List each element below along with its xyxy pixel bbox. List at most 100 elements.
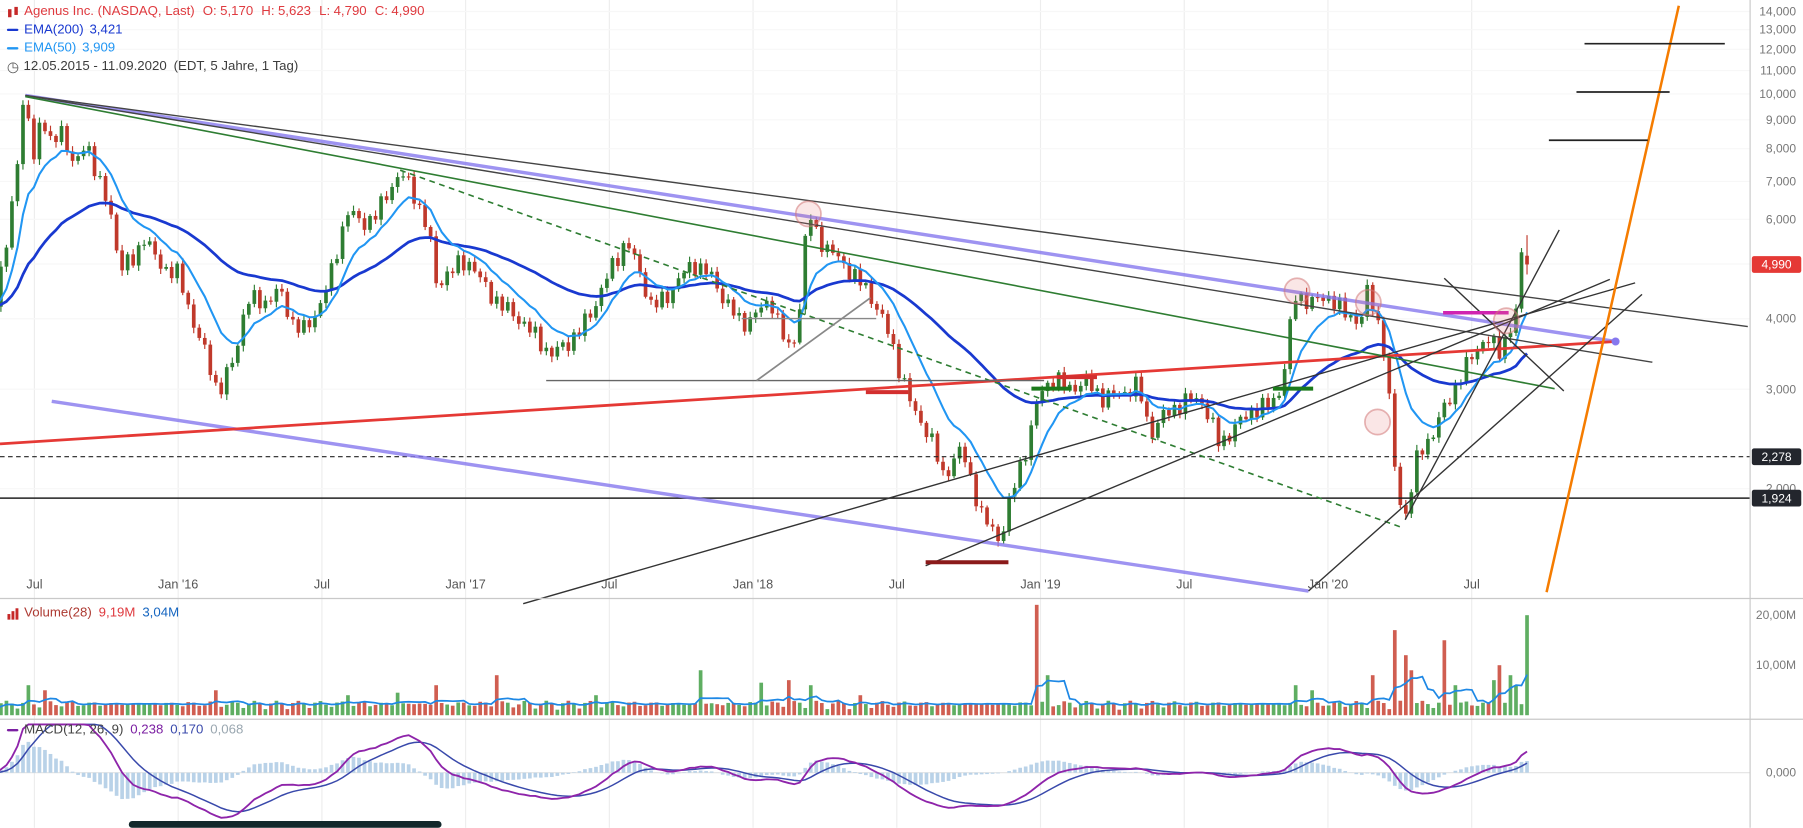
macd-histogram-bar[interactable] — [406, 764, 411, 773]
trendline-secondary-descending-violet[interactable] — [51, 399, 1309, 593]
macd-histogram-bar[interactable] — [103, 772, 108, 789]
macd-histogram-bar[interactable] — [434, 772, 438, 785]
candle-body[interactable] — [472, 261, 477, 272]
volume-bar[interactable] — [1420, 700, 1425, 716]
candle-body[interactable] — [616, 258, 620, 266]
volume-bar[interactable] — [230, 701, 235, 716]
volume-bar[interactable] — [1167, 702, 1171, 716]
volume-bar[interactable] — [197, 705, 202, 716]
candle-body[interactable] — [1089, 374, 1094, 391]
macd-histogram-bar[interactable] — [1310, 762, 1314, 773]
macd-histogram-bar[interactable] — [1321, 764, 1325, 773]
volume-bar[interactable] — [0, 703, 3, 716]
candle-body[interactable] — [1106, 390, 1111, 408]
candle-body[interactable] — [10, 201, 14, 248]
volume-bar[interactable] — [4, 700, 9, 716]
volume-bar[interactable] — [583, 702, 587, 716]
candle-body[interactable] — [853, 269, 857, 280]
candle-body[interactable] — [847, 263, 852, 280]
volume-bar[interactable] — [875, 702, 879, 716]
candle-body[interactable] — [742, 312, 747, 332]
volume-bar[interactable] — [996, 703, 1000, 716]
volume-bar[interactable] — [357, 702, 361, 716]
candle-body[interactable] — [704, 263, 708, 275]
macd-histogram-bar[interactable] — [1359, 772, 1364, 775]
candle-body[interactable] — [412, 176, 416, 204]
macd-histogram-bar[interactable] — [1315, 763, 1320, 773]
candle-body[interactable] — [335, 258, 339, 264]
volume-bar[interactable] — [263, 709, 268, 716]
volume-bar[interactable] — [390, 705, 394, 716]
macd-histogram-bar[interactable] — [985, 772, 989, 775]
volume-bar[interactable] — [1233, 703, 1237, 716]
macd-histogram-bar[interactable] — [230, 772, 235, 778]
macd-histogram-bar[interactable] — [1392, 772, 1397, 786]
candle-body[interactable] — [985, 507, 989, 525]
macd-histogram-bar[interactable] — [280, 762, 284, 773]
macd-histogram-bar[interactable] — [291, 765, 295, 773]
volume-bar[interactable] — [759, 682, 764, 716]
candle-body[interactable] — [1370, 284, 1375, 312]
volume-bar[interactable] — [136, 704, 141, 716]
candle-body[interactable] — [1282, 369, 1287, 396]
macd-histogram-bar[interactable] — [875, 772, 879, 779]
candle-body[interactable] — [1525, 255, 1529, 265]
candle-body[interactable] — [213, 374, 218, 383]
volume-bar[interactable] — [913, 705, 918, 716]
macd-histogram-bar[interactable] — [318, 768, 323, 773]
macd-histogram-bar[interactable] — [1150, 772, 1155, 776]
volume-bar[interactable] — [318, 701, 323, 716]
volume-bar[interactable] — [572, 703, 576, 716]
volume-bar[interactable] — [1481, 702, 1485, 716]
volume-bar[interactable] — [1415, 703, 1419, 716]
macd-histogram-bar[interactable] — [946, 772, 951, 781]
candle-body[interactable] — [246, 303, 251, 315]
volume-bar[interactable] — [1078, 704, 1083, 716]
volume-bar[interactable] — [406, 703, 411, 716]
volume-bar[interactable] — [941, 702, 945, 716]
macd-histogram-bar[interactable] — [1122, 771, 1127, 773]
volume-bar[interactable] — [731, 702, 736, 716]
candle-body[interactable] — [1233, 424, 1237, 442]
macd-histogram-bar[interactable] — [1431, 772, 1436, 781]
candle-body[interactable] — [1398, 466, 1403, 506]
macd-histogram-bar[interactable] — [48, 753, 53, 773]
candle-body[interactable] — [1205, 403, 1210, 420]
segment-diagonal-gray-short[interactable] — [756, 297, 871, 382]
candle-body[interactable] — [1001, 531, 1006, 542]
candle-body[interactable] — [445, 271, 450, 286]
candle-body[interactable] — [1321, 297, 1325, 301]
macd-histogram-bar[interactable] — [1420, 772, 1425, 786]
candle-body[interactable] — [654, 299, 659, 308]
trendline-descending-green-dashed[interactable] — [399, 169, 1404, 529]
candle-body[interactable] — [1448, 402, 1452, 405]
volume-bar[interactable] — [786, 680, 791, 716]
candle-body[interactable] — [114, 214, 119, 251]
volume-bar[interactable] — [897, 702, 901, 716]
volume-bar[interactable] — [439, 703, 444, 716]
volume-bar[interactable] — [1205, 705, 1210, 716]
volume-bar[interactable] — [1183, 706, 1188, 716]
volume-bar[interactable] — [858, 695, 863, 716]
macd-histogram-bar[interactable] — [125, 772, 130, 799]
candle-body[interactable] — [1332, 295, 1337, 310]
macd-histogram-bar[interactable] — [891, 772, 896, 782]
macd-histogram-bar[interactable] — [246, 767, 251, 773]
candle-body[interactable] — [164, 266, 168, 269]
candle-body[interactable] — [1266, 397, 1270, 408]
volume-bar[interactable] — [428, 704, 433, 716]
volume-bar[interactable] — [1497, 665, 1502, 716]
candle-body[interactable] — [1277, 395, 1281, 398]
volume-bar[interactable] — [649, 702, 653, 716]
volume-bar[interactable] — [1029, 705, 1034, 716]
macd-histogram-bar[interactable] — [483, 772, 488, 782]
candle-body[interactable] — [1249, 408, 1254, 420]
candle-body[interactable] — [1255, 408, 1259, 418]
candle-body[interactable] — [808, 219, 813, 236]
volume-bar[interactable] — [1023, 702, 1028, 716]
volume-bar[interactable] — [709, 703, 714, 716]
volume-bar[interactable] — [164, 702, 168, 716]
volume-bar[interactable] — [1326, 705, 1331, 716]
macd-histogram-bar[interactable] — [302, 768, 306, 773]
macd-histogram-bar[interactable] — [472, 772, 477, 783]
